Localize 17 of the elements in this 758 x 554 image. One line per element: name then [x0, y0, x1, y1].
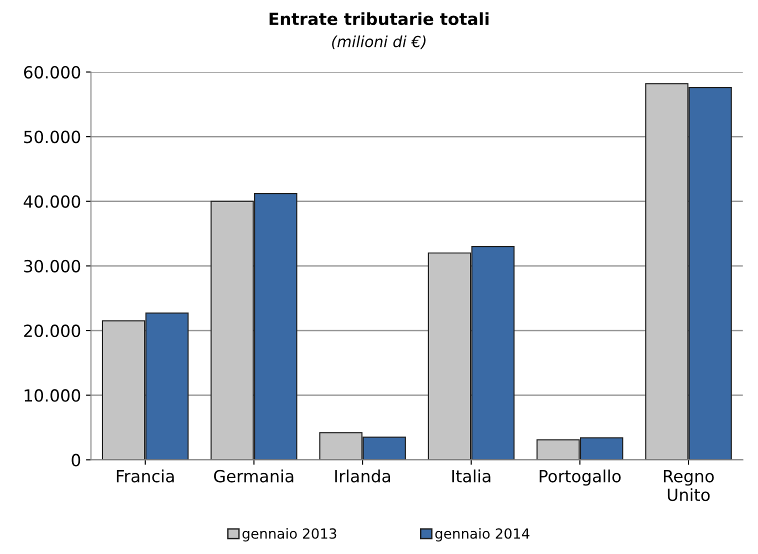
- x-tick-label: Irlanda: [335, 470, 390, 482]
- chart-subtitle: (milioni di €): [332, 35, 426, 50]
- y-tick-label: 20.000: [24, 324, 80, 338]
- x-tick-label: Germania: [214, 470, 294, 482]
- legend-label: gennaio 2014: [435, 528, 530, 542]
- x-tick-label: Francia: [116, 470, 174, 482]
- x-tick-label: Regno Unito: [664, 470, 714, 502]
- y-tick-label: 0: [72, 454, 80, 466]
- y-tick-label: 60.000: [24, 66, 80, 79]
- y-tick-label: 10.000: [24, 389, 80, 402]
- legend-label: gennaio 2013: [242, 528, 336, 542]
- y-tick-label: 40.000: [24, 195, 80, 208]
- chart-title: Entrate tributarie totali: [270, 12, 488, 26]
- x-tick-label: Italia: [452, 470, 490, 482]
- y-tick-label: 30.000: [24, 260, 80, 272]
- x-tick-label: Portogallo: [540, 470, 621, 486]
- y-tick-label: 50.000: [24, 130, 80, 144]
